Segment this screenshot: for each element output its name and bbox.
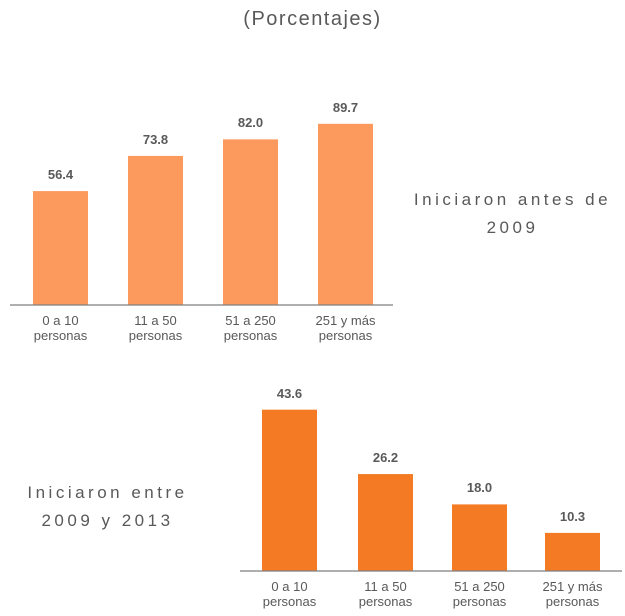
series-label: Iniciaron entre 2009 y 2013 [27,483,188,530]
x-tick-label: 11 a 50 personas [358,579,413,609]
x-tick-label: 251 y más personas [542,579,603,609]
value-label: 26.2 [372,450,399,466]
bar [545,532,600,571]
x-tick-label: 0 a 10 personas [262,579,317,609]
x-tick-label: 11 a 50 personas [128,313,183,343]
series-label: Iniciaron antes de 2009 [413,190,612,237]
subtitle: (Porcentajes) [243,8,382,30]
x-tick-label: 51 a 250 personas [223,313,278,343]
x-tick-label: 51 a 250 personas [452,579,507,609]
value-label: 89.7 [332,99,359,115]
bar [318,123,373,305]
value-label: 43.6 [276,385,303,401]
value-label: 73.8 [142,131,169,147]
x-tick-label: 0 a 10 personas [33,313,88,343]
value-label: 18.0 [466,480,493,496]
bar [33,191,88,305]
bar [358,474,413,571]
bar [452,504,507,571]
value-label: 82.0 [237,115,264,131]
value-label: 10.3 [559,508,586,524]
bar [128,155,183,305]
bar [223,139,278,305]
bar [262,409,317,571]
x-tick-label: 251 y más personas [315,313,376,343]
value-label: 56.4 [47,167,74,183]
